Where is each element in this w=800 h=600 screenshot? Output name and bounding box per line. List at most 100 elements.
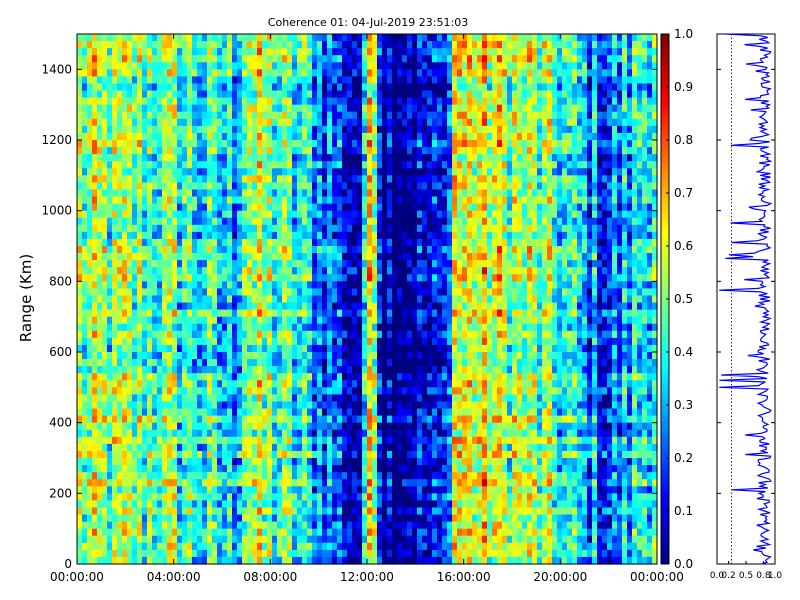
heatmap-cell xyxy=(182,472,188,480)
heatmap-cell xyxy=(352,189,358,198)
heatmap-cell xyxy=(142,380,148,388)
heatmap-cell xyxy=(237,344,243,353)
heatmap-cell xyxy=(77,337,83,346)
heatmap-cell xyxy=(132,203,138,212)
heatmap-cell xyxy=(332,168,338,176)
heatmap-cell xyxy=(232,104,238,113)
heatmap-cell xyxy=(137,521,143,530)
heatmap-cell xyxy=(97,302,103,311)
heatmap-cell xyxy=(117,472,123,480)
heatmap-cell xyxy=(157,415,163,424)
heatmap-cell xyxy=(192,458,198,466)
heatmap-cell xyxy=(202,118,208,127)
heatmap-cell xyxy=(262,175,268,183)
heatmap-cell xyxy=(227,111,233,120)
heatmap-cell xyxy=(162,302,168,311)
heatmap-cell xyxy=(347,132,353,141)
heatmap-cell xyxy=(267,132,273,141)
heatmap-cell xyxy=(342,295,348,304)
heatmap-cell xyxy=(207,535,213,544)
heatmap-cell xyxy=(392,549,398,558)
heatmap-cell xyxy=(152,274,158,282)
heatmap-cell xyxy=(302,387,308,395)
heatmap-cell xyxy=(387,408,393,417)
heatmap-cell xyxy=(202,48,208,56)
heatmap-cell xyxy=(92,302,98,311)
heatmap-cell xyxy=(302,359,308,367)
heatmap-cell xyxy=(327,309,333,318)
heatmap-cell xyxy=(292,394,298,403)
heatmap-cell xyxy=(162,514,168,523)
heatmap-cell xyxy=(392,147,398,155)
heatmap-cell xyxy=(117,330,123,339)
heatmap-cell xyxy=(357,62,363,70)
heatmap-cell xyxy=(237,316,243,325)
heatmap-cell xyxy=(132,535,138,544)
heatmap-cell xyxy=(262,330,268,339)
heatmap-cell xyxy=(387,90,393,99)
heatmap-cell xyxy=(167,182,173,191)
heatmap-cell xyxy=(167,288,173,297)
heatmap-cell xyxy=(372,443,378,452)
heatmap-cell xyxy=(122,450,128,459)
heatmap-cell xyxy=(312,493,318,501)
heatmap-cell xyxy=(177,76,183,85)
heatmap-cell xyxy=(302,401,308,410)
heatmap-cell xyxy=(332,132,338,141)
heatmap-cell xyxy=(342,34,348,42)
heatmap-cell xyxy=(392,196,398,205)
heatmap-cell xyxy=(337,337,343,346)
heatmap-cell xyxy=(312,83,318,92)
heatmap-cell xyxy=(237,352,243,360)
heatmap-cell xyxy=(222,316,228,325)
heatmap-cell xyxy=(347,231,353,240)
heatmap-cell xyxy=(207,337,213,346)
heatmap-cell xyxy=(332,253,338,261)
heatmap-cell xyxy=(377,210,383,219)
heatmap-cell xyxy=(212,246,218,254)
heatmap-cell xyxy=(187,182,193,191)
heatmap-cell xyxy=(332,260,338,268)
heatmap-cell xyxy=(212,387,218,395)
heatmap-cell xyxy=(347,450,353,459)
heatmap-cell xyxy=(217,479,223,487)
heatmap-cell xyxy=(272,147,278,155)
heatmap-cell xyxy=(137,41,143,49)
heatmap-cell xyxy=(77,34,83,42)
heatmap-cell xyxy=(397,203,403,212)
heatmap-cell xyxy=(242,450,248,459)
heatmap-cell xyxy=(242,528,248,537)
heatmap-cell xyxy=(297,140,303,148)
heatmap-cell xyxy=(322,224,328,233)
heatmap-cell xyxy=(97,288,103,297)
heatmap-cell xyxy=(102,62,108,70)
heatmap-cell xyxy=(182,295,188,304)
heatmap-cell xyxy=(237,83,243,92)
heatmap-cell xyxy=(227,224,233,233)
heatmap-cell xyxy=(392,486,398,494)
heatmap-cell xyxy=(217,231,223,240)
heatmap-cell xyxy=(202,556,208,565)
heatmap-cell xyxy=(112,168,118,176)
heatmap-cell xyxy=(237,97,243,106)
heatmap-cell xyxy=(182,76,188,85)
heatmap-cell xyxy=(197,528,203,537)
heatmap-cell xyxy=(182,352,188,360)
heatmap-cell xyxy=(282,359,288,367)
heatmap-cell xyxy=(272,500,278,509)
heatmap-cell xyxy=(242,246,248,254)
heatmap-cell xyxy=(377,168,383,176)
heatmap-cell xyxy=(397,387,403,395)
heatmap-cell xyxy=(347,140,353,148)
heatmap-cell xyxy=(122,83,128,92)
heatmap-cell xyxy=(232,521,238,530)
heatmap-cell xyxy=(137,224,143,233)
heatmap-cell xyxy=(107,542,113,551)
heatmap-cell xyxy=(172,556,178,565)
heatmap-cell xyxy=(112,288,118,297)
heatmap-cell xyxy=(102,458,108,466)
heatmap-cell xyxy=(232,210,238,219)
heatmap-cell xyxy=(227,34,233,42)
heatmap-cell xyxy=(282,147,288,155)
heatmap-cell xyxy=(92,528,98,537)
